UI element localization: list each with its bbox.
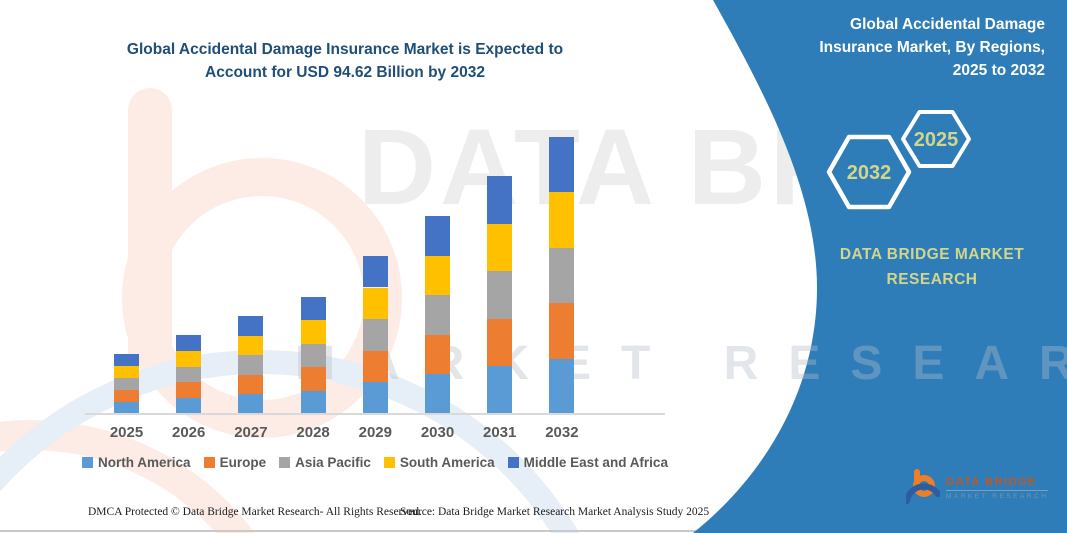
bar-segment-asia-pacific-2030 bbox=[425, 295, 450, 335]
x-axis-label-2029: 2029 bbox=[358, 424, 392, 441]
bar-segment-north-america-2027 bbox=[238, 394, 264, 414]
bar-segment-middle-east-and-africa-2029 bbox=[362, 255, 388, 288]
bar-segment-north-america-2028 bbox=[300, 390, 326, 414]
sidebar-brand-line2: RESEARCH bbox=[886, 271, 978, 288]
bar-segment-asia-pacific-2027 bbox=[238, 355, 264, 375]
bar-segment-middle-east-and-africa-2027 bbox=[238, 316, 264, 336]
sidebar-brand: DATA BRIDGE MARKET RESEARCH bbox=[812, 242, 1052, 292]
bar-segment-europe-2029 bbox=[362, 350, 388, 383]
bar-segment-south-america-2030 bbox=[425, 255, 450, 296]
bar-segment-middle-east-and-africa-2025 bbox=[114, 354, 139, 367]
databridge-logo-subtitle: MARKET RESEARCH bbox=[946, 493, 1049, 500]
bar-segment-middle-east-and-africa-2031 bbox=[487, 176, 513, 224]
bar-segment-north-america-2026 bbox=[176, 398, 202, 414]
x-axis-label-2030: 2030 bbox=[420, 424, 455, 441]
databridge-logo-texts: DATA BRIDGE MARKET RESEARCH bbox=[946, 476, 1049, 500]
chart-title-line2: Account for USD 94.62 Billion by 2032 bbox=[205, 64, 485, 81]
bar-segment-north-america-2029 bbox=[362, 382, 388, 414]
bar-segment-asia-pacific-2029 bbox=[362, 319, 388, 351]
legend-item-north-america: North America bbox=[82, 455, 191, 470]
bar-segment-asia-pacific-2032 bbox=[549, 247, 575, 304]
watermark-logo-bar bbox=[128, 88, 172, 360]
bar-segment-north-america-2032 bbox=[549, 358, 575, 414]
x-axis-line bbox=[85, 413, 665, 415]
hexagon-2025-label: 2025 bbox=[914, 129, 959, 151]
x-axis-label-2026: 2026 bbox=[172, 424, 206, 441]
bar-segment-north-america-2031 bbox=[487, 366, 513, 414]
x-axis-label-2025: 2025 bbox=[109, 424, 144, 441]
bar-segment-south-america-2025 bbox=[114, 366, 139, 379]
bar-segment-asia-pacific-2028 bbox=[300, 343, 326, 368]
legend-item-south-america: South America bbox=[383, 455, 495, 470]
legend-item-middle-east-and-africa: Middle East and Africa bbox=[507, 455, 668, 470]
bar-segment-south-america-2032 bbox=[549, 192, 575, 248]
sidebar-brand-line1: DATA BRIDGE MARKET bbox=[839, 246, 1025, 263]
legend-swatch-north-america bbox=[82, 457, 94, 468]
bar-segment-asia-pacific-2026 bbox=[176, 366, 202, 383]
sidebar-title: Global Accidental Damage Insurance Marke… bbox=[777, 13, 1045, 82]
bar-segment-europe-2025 bbox=[114, 390, 139, 403]
legend-label-asia-pacific: Asia Pacific bbox=[295, 455, 371, 470]
bar-segment-middle-east-and-africa-2028 bbox=[300, 296, 326, 321]
bar-segment-europe-2032 bbox=[549, 303, 575, 359]
bar-segment-middle-east-and-africa-2032 bbox=[549, 137, 575, 193]
legend-swatch-middle-east-and-africa bbox=[507, 457, 519, 468]
legend-swatch-europe bbox=[203, 457, 215, 468]
hexagon-badges: 2025 2032 bbox=[826, 110, 971, 210]
chart-title-line1: Global Accidental Damage Insurance Marke… bbox=[126, 41, 564, 58]
bar-segment-south-america-2031 bbox=[487, 223, 513, 272]
sidebar-title-line2: Insurance Market, By Regions, bbox=[819, 39, 1045, 56]
chart-title: Global Accidental Damage Insurance Marke… bbox=[95, 38, 595, 84]
legend-item-europe: Europe bbox=[203, 455, 267, 470]
legend-label-south-america: South America bbox=[399, 455, 495, 470]
chart-legend: North America Europe Asia Pacific South Ame… bbox=[82, 455, 668, 470]
databridge-logo: DATA BRIDGE MARKET RESEARCH bbox=[906, 468, 1049, 508]
x-axis-label-2032: 2032 bbox=[545, 424, 579, 441]
bar-segment-europe-2030 bbox=[425, 334, 450, 375]
watermark-marketresearch-text: MARKET RESEARCH bbox=[295, 337, 1067, 390]
legend-swatch-south-america bbox=[383, 457, 395, 468]
bar-segment-north-america-2030 bbox=[425, 374, 450, 414]
bar-segment-europe-2026 bbox=[176, 382, 202, 399]
legend-label-middle-east-and-africa: Middle East and Africa bbox=[523, 455, 668, 470]
legend-swatch-asia-pacific bbox=[279, 457, 291, 468]
databridge-logo-name: DATA BRIDGE bbox=[946, 476, 1049, 491]
bar-segment-europe-2027 bbox=[238, 374, 264, 395]
x-axis-label-2027: 2027 bbox=[234, 424, 268, 441]
bottom-border-line bbox=[0, 530, 1067, 532]
sidebar-title-line3: 2025 to 2032 bbox=[952, 62, 1045, 79]
sidebar-title-line1: Global Accidental Damage bbox=[850, 16, 1045, 33]
bar-segment-europe-2028 bbox=[300, 367, 326, 391]
databridge-logo-icon bbox=[906, 469, 940, 504]
legend-label-north-america: North America bbox=[98, 455, 191, 470]
legend-label-europe: Europe bbox=[219, 455, 267, 470]
legend-item-asia-pacific: Asia Pacific bbox=[279, 455, 371, 470]
bar-segment-south-america-2026 bbox=[176, 350, 202, 367]
bar-segment-south-america-2027 bbox=[238, 335, 264, 356]
bar-segment-europe-2031 bbox=[487, 318, 513, 367]
x-axis-label-2031: 2031 bbox=[483, 424, 517, 441]
footer-copyright: DMCA Protected © Data Bridge Market Rese… bbox=[88, 506, 422, 518]
bar-segment-south-america-2028 bbox=[300, 320, 326, 344]
bar-segment-south-america-2029 bbox=[362, 287, 388, 320]
bar-segment-middle-east-and-africa-2030 bbox=[425, 216, 450, 256]
hexagon-2032-label: 2032 bbox=[847, 162, 892, 184]
bar-segment-asia-pacific-2031 bbox=[487, 271, 513, 319]
bar-segment-middle-east-and-africa-2026 bbox=[176, 334, 202, 351]
x-axis-label-2028: 2028 bbox=[296, 424, 330, 441]
bar-segment-asia-pacific-2025 bbox=[114, 378, 139, 391]
footer-source: Source: Data Bridge Market Research Mark… bbox=[400, 506, 710, 518]
